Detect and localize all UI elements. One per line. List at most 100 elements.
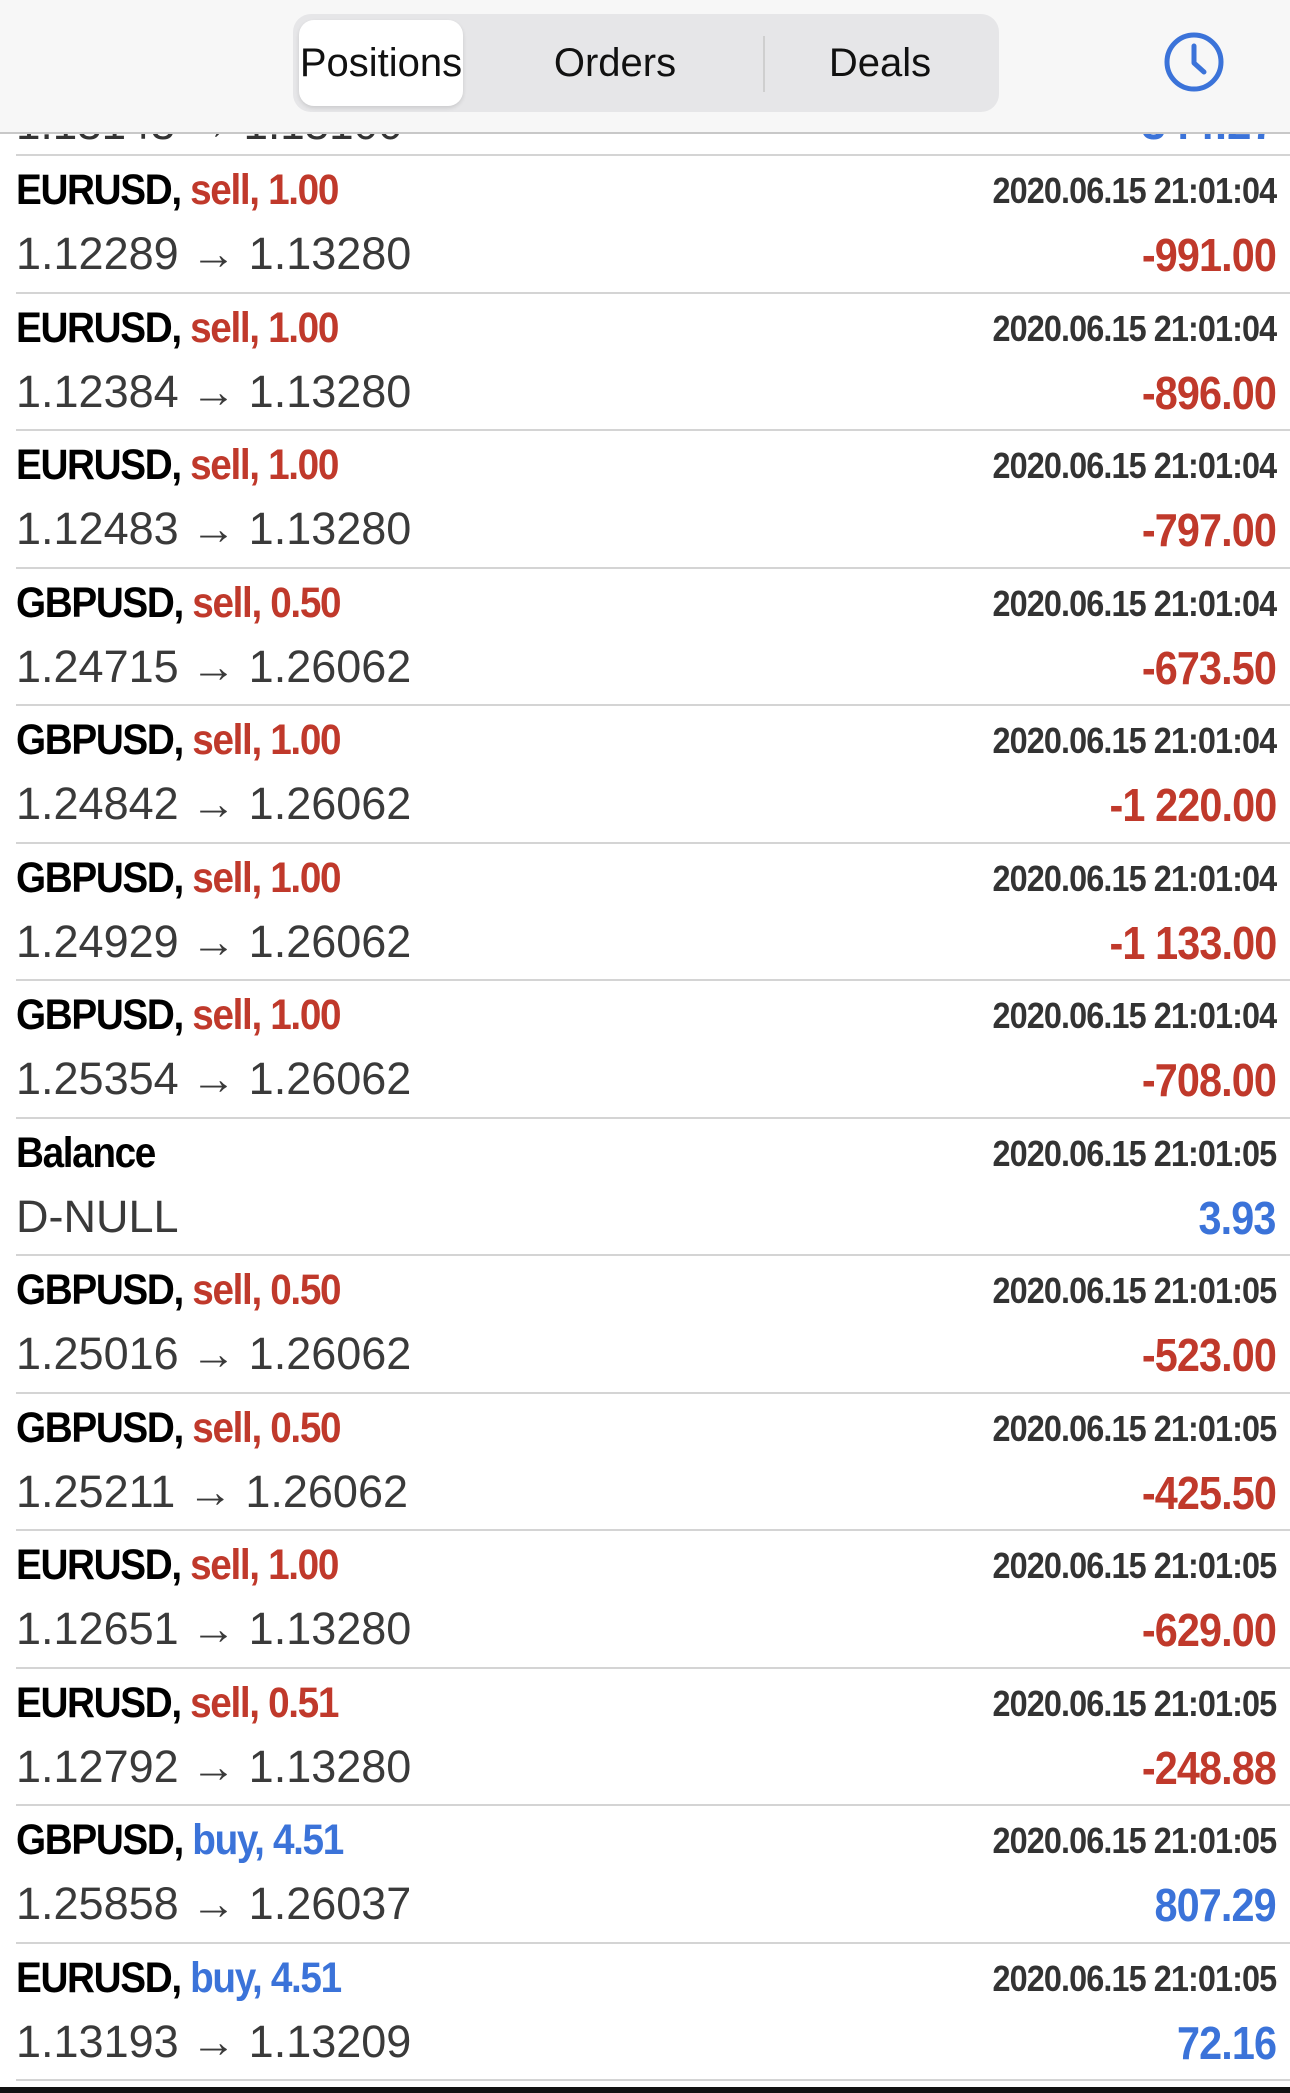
side-volume: sell, 1.00 <box>190 441 339 489</box>
row-symbol: EURUSD, sell, 1.00 <box>16 1541 339 1590</box>
row-date: 2020.06.15 21:01:05 <box>992 1682 1277 1724</box>
row-profit: -673.50 <box>1141 641 1277 694</box>
side-volume: buy, 4.51 <box>192 1816 344 1864</box>
header: Positions Orders Deals <box>0 0 1290 134</box>
row-symbol: Balance <box>16 1129 156 1178</box>
tab-deals[interactable]: Deals <box>828 40 932 85</box>
symbol-label: EURUSD, <box>16 166 182 214</box>
tab-positions[interactable]: Positions <box>299 20 463 106</box>
row-prices: 1.25858 → 1.26037 <box>16 1878 412 1929</box>
row-prices: 1.13143 → 1.13100 <box>16 134 403 150</box>
row-prices: 1.12792 → 1.13280 <box>16 1740 412 1792</box>
side-volume: sell, 1.00 <box>192 716 341 764</box>
row-date: 2020.06.15 21:01:05 <box>992 1132 1277 1174</box>
row-date: 2020.06.15 21:01:04 <box>992 857 1277 899</box>
symbol-label: EURUSD, <box>16 303 182 352</box>
row-symbol: EURUSD, sell, 1.00 <box>16 441 339 490</box>
symbol-label: GBPUSD, <box>16 1266 184 1314</box>
symbol-label: EURUSD, <box>16 1541 182 1589</box>
row-prices: 1.25354 → 1.26062 <box>16 1053 412 1104</box>
row-profit: 3.93 <box>1199 1191 1277 1244</box>
row-profit: -1 133.00 <box>1109 916 1277 969</box>
symbol-label: EURUSD, <box>16 1678 182 1727</box>
row-prices: 1.13193 → 1.13209 <box>16 2015 412 2067</box>
row-profit: -629.00 <box>1141 1604 1277 1656</box>
row-prices: 1.24842 → 1.26062 <box>16 778 412 829</box>
deal-row[interactable]: EURUSD, sell, 1.00 2020.06.15 21:01:04 1.1… <box>16 154 1290 292</box>
row-profit: -248.88 <box>1141 1741 1277 1794</box>
side-volume: sell, 1.00 <box>190 1541 339 1589</box>
row-profit: 807.29 <box>1154 1879 1277 1931</box>
side-volume: sell, 1.00 <box>192 991 341 1039</box>
row-profit: 72.16 <box>1176 2016 1277 2069</box>
deal-row[interactable]: EURUSD, sell, 0.51 2020.06.15 21:01:05 1.1… <box>16 1666 1290 1805</box>
row-symbol: GBPUSD, sell, 0.50 <box>16 1266 342 1315</box>
clock-icon[interactable] <box>1162 30 1226 94</box>
row-symbol: GBPUSD, buy, 4.51 <box>16 1816 344 1865</box>
deal-row[interactable]: Balance 2020.06.15 21:01:05 D-NULL 3.93 <box>16 1116 1290 1255</box>
deal-row[interactable]: EURUSD, sell, 1.00 2020.06.15 21:01:04 1.1… <box>16 291 1290 430</box>
symbol-label: GBPUSD, <box>16 991 184 1039</box>
side-volume: sell, 0.51 <box>190 1678 339 1727</box>
row-profit: -1 220.00 <box>1109 779 1277 831</box>
deal-row[interactable]: GBPUSD, sell, 0.50 2020.06.15 21:01:05 1.2… <box>16 1254 1290 1392</box>
row-symbol: EURUSD, sell, 0.51 <box>16 1678 339 1728</box>
deal-row[interactable]: EURUSD, sell, 1.00 2020.06.15 21:01:05 1.1… <box>16 1529 1290 1667</box>
row-prices: 1.12483 → 1.13280 <box>16 503 412 554</box>
row-symbol: GBPUSD, sell, 1.00 <box>16 854 342 903</box>
row-profit: -425.50 <box>1141 1466 1277 1519</box>
partial-row: 1.13143 → 1.13100 344.27 <box>0 134 1290 155</box>
symbol-label: GBPUSD, <box>16 1403 184 1452</box>
row-date: 2020.06.15 21:01:05 <box>992 1820 1277 1861</box>
tab-orders[interactable]: Orders <box>553 40 677 85</box>
row-date: 2020.06.15 21:01:05 <box>992 1270 1277 1311</box>
symbol-label: GBPUSD, <box>16 578 184 627</box>
row-symbol: GBPUSD, sell, 1.00 <box>16 991 342 1040</box>
symbol-label: EURUSD, <box>16 441 182 489</box>
symbol-label: GBPUSD, <box>16 1816 184 1864</box>
segmented-control: Positions Orders Deals <box>293 14 999 112</box>
row-prices: D-NULL <box>16 1190 179 1242</box>
symbol-label: EURUSD, <box>16 1953 182 2002</box>
row-prices: 1.12651 → 1.13280 <box>16 1603 412 1654</box>
row-profit: -708.00 <box>1141 1054 1277 1106</box>
row-profit: -523.00 <box>1141 1329 1277 1381</box>
side-volume: sell, 0.50 <box>192 578 341 627</box>
deal-row[interactable]: GBPUSD, sell, 1.00 2020.06.15 21:01:04 1.2… <box>16 704 1290 842</box>
row-symbol: GBPUSD, sell, 0.50 <box>16 1403 342 1453</box>
row-prices: 1.12289 → 1.13280 <box>16 228 412 279</box>
row-prices: 1.12384 → 1.13280 <box>16 365 412 417</box>
row-date: 2020.06.15 21:01:04 <box>992 307 1277 349</box>
bottom-bar <box>0 2087 1290 2093</box>
row-date: 2020.06.15 21:01:05 <box>992 1957 1277 1999</box>
deal-row[interactable]: GBPUSD, sell, 0.50 2020.06.15 21:01:04 1.2… <box>16 566 1290 705</box>
side-volume: sell, 1.00 <box>190 303 339 352</box>
deal-row[interactable]: GBPUSD, buy, 4.51 2020.06.15 21:01:05 1.25… <box>16 1804 1290 1942</box>
deal-row[interactable]: GBPUSD, sell, 1.00 2020.06.15 21:01:04 1.2… <box>16 841 1290 980</box>
row-prices: 1.24715 → 1.26062 <box>16 640 412 692</box>
side-volume: buy, 4.51 <box>190 1953 342 2002</box>
row-profit: -896.00 <box>1141 366 1277 419</box>
row-symbol: GBPUSD, sell, 1.00 <box>16 716 342 765</box>
row-date: 2020.06.15 21:01:04 <box>992 720 1277 761</box>
deal-row[interactable]: EURUSD, buy, 4.51 2020.06.15 21:01:05 1.13… <box>16 1941 1290 2080</box>
deal-row[interactable]: GBPUSD, sell, 1.00 2020.06.15 21:01:04 1.2… <box>16 979 1290 1117</box>
row-symbol: EURUSD, buy, 4.51 <box>16 1953 342 2003</box>
divider <box>16 2079 1290 2081</box>
row-date: 2020.06.15 21:01:04 <box>992 445 1277 486</box>
row-profit: -797.00 <box>1141 504 1277 556</box>
segment-divider <box>763 36 765 92</box>
row-date: 2020.06.15 21:01:05 <box>992 1407 1277 1449</box>
deal-row[interactable]: EURUSD, sell, 1.00 2020.06.15 21:01:04 1.1… <box>16 429 1290 567</box>
deal-row[interactable]: GBPUSD, sell, 0.50 2020.06.15 21:01:05 1.2… <box>16 1391 1290 1530</box>
side-volume: sell, 0.50 <box>192 1403 341 1452</box>
side-volume: sell, 0.50 <box>192 1266 341 1314</box>
side-volume: sell, 1.00 <box>190 166 339 214</box>
row-symbol: GBPUSD, sell, 0.50 <box>16 578 342 628</box>
row-date: 2020.06.15 21:01:04 <box>992 995 1277 1036</box>
row-prices: 1.25211 → 1.26062 <box>16 1465 408 1517</box>
row-profit: -991.00 <box>1141 229 1277 281</box>
row-symbol: EURUSD, sell, 1.00 <box>16 166 339 215</box>
row-prices: 1.24929 → 1.26062 <box>16 915 412 967</box>
row-date: 2020.06.15 21:01:05 <box>992 1545 1277 1586</box>
